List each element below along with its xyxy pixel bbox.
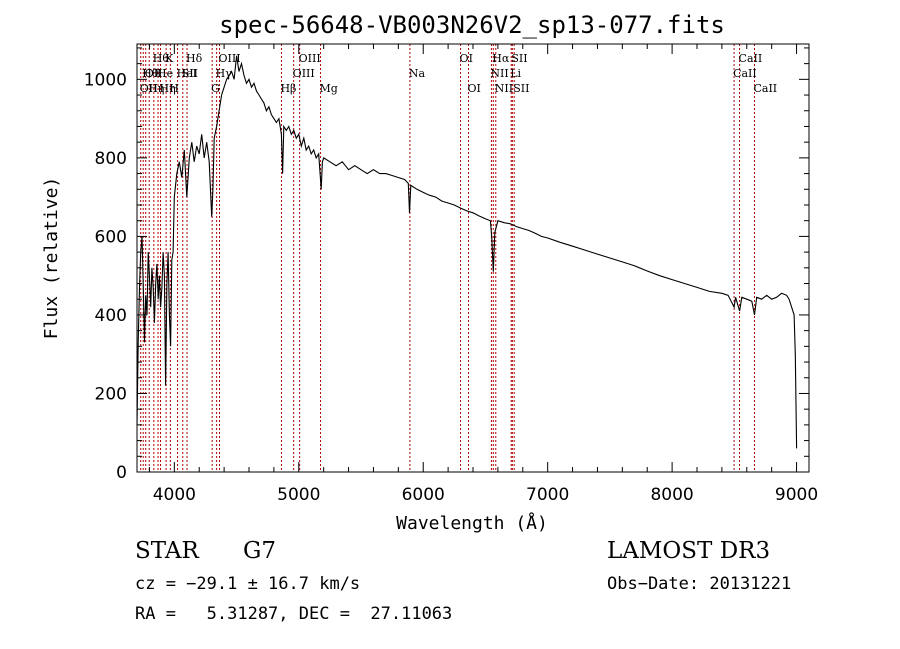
y-tick-label: 1000 [84,70,127,90]
spectral-line-label: SII [511,52,527,65]
object-class: STAR [135,538,199,564]
plot-frame [136,43,810,473]
spectrum-line [136,55,798,449]
spectral-line-label: OII [140,82,158,95]
y-tick-label: 800 [95,149,127,169]
spectral-line-label: OI [460,52,473,65]
spectral-line-label: CaII [733,67,757,80]
spectral-line-label: Hη [148,82,164,95]
x-tick-label: 5000 [277,485,320,505]
y-tick-label: 0 [116,463,127,483]
spectral-line-markers [140,44,755,472]
spectral-line-label: OI [468,82,481,95]
spectral-line-label: He [157,67,173,80]
spectral-line-label: SII [513,82,529,95]
subclass: G7 [243,538,277,564]
spectral-line-label: OII [145,67,163,80]
x-tick-label: 4000 [153,485,196,505]
spectral-line-label: Mg [320,82,338,95]
spectral-line-label: HeI [177,67,197,80]
y-axis: 0 200 400 600 800 1000 [84,47,809,483]
x-axis: 4000 5000 6000 7000 8000 9000 [148,44,818,505]
y-tick-label: 400 [95,306,127,326]
redshift-velocity: cz = −29.1 ± 16.7 km/s [135,574,361,594]
x-axis-label: Wavelength (Å) [396,512,548,534]
spectral-line-label: OIII [219,52,241,65]
spectral-line-label: SII [182,67,198,80]
spectral-line-label: NII [495,82,513,95]
spectral-line-label: Hη [160,82,176,95]
spectral-line-label: OIII [299,52,321,65]
spectral-line-label: OIII [293,67,315,80]
spectral-line-label: Hα [492,52,510,65]
y-tick-label: 200 [95,384,127,404]
observation-date: Obs−Date: 20131221 [607,574,792,594]
y-tick-label: 600 [95,227,127,247]
spectral-line-label: Li [510,67,521,80]
spectral-line-label: H [169,82,179,95]
spectral-line-label: CaII [753,82,777,95]
spectral-line-label: Hθ [142,67,159,80]
chart-title: spec-56648-VB003N26V2_sp13-077.fits [219,11,725,39]
spectral-line-label: Hβ [280,82,296,95]
spectral-line-label: CaII [739,52,763,65]
coordinates: RA = 5.31287, DEC = 27.11063 [135,604,453,624]
x-tick-label: 8000 [650,485,693,505]
spectral-line-label: Na [409,67,426,80]
spectral-line-label: Hθ [153,52,170,65]
x-tick-label: 6000 [402,485,445,505]
survey-name: LAMOST DR3 [607,538,771,564]
y-axis-label: Flux (relative) [41,177,62,340]
x-tick-label: 7000 [526,485,569,505]
spectral-line-label: G [211,82,220,95]
x-tick-label: 9000 [775,485,818,505]
spectral-line-label: NII [490,67,508,80]
spectral-line-labels: OIIHθOIIHηHθHeHηKHHeISIIHδGHγOIIIHβOIIIO… [140,52,777,95]
spectral-line-label: Hδ [186,52,203,65]
spectral-line-label: K [165,52,174,65]
